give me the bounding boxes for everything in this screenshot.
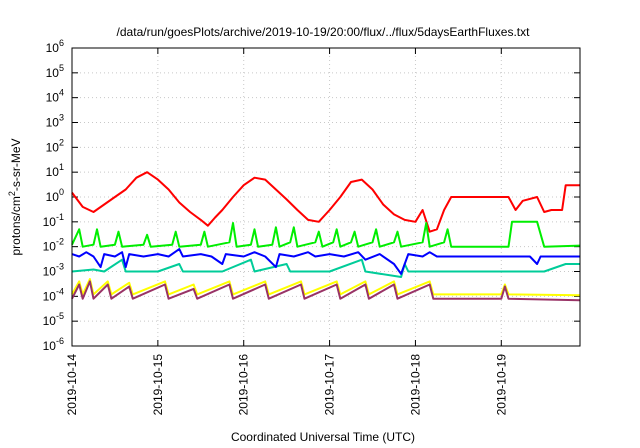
y-tick-labels: 10-610-510-410-310-210-11001011021031041… <box>43 38 64 353</box>
y-tick-base: 10 <box>46 91 60 105</box>
series-line-1 <box>71 171 580 233</box>
y-tick-label: 104 <box>46 88 64 105</box>
y-axis-label-exponent: 2 <box>7 191 17 196</box>
y-tick-base: 10 <box>46 41 60 55</box>
chart-title: /data/run/goesPlots/archive/2019-10-19/2… <box>117 25 531 39</box>
y-axis-label-main: protons/cm <box>9 196 23 255</box>
x-tick-label: 2019-10-14 <box>65 354 79 416</box>
y-tick-label: 102 <box>46 137 64 154</box>
y-tick-exponent: 2 <box>59 137 64 147</box>
y-tick-exponent: 1 <box>59 162 64 172</box>
series-line-4 <box>71 248 580 275</box>
y-tick-exponent: 4 <box>59 88 64 98</box>
y-axis-label: protons/cm2-s-sr-MeV <box>7 138 23 255</box>
y-tick-label: 10-3 <box>43 262 64 279</box>
y-tick-exponent: -6 <box>56 336 64 346</box>
y-tick-base: 10 <box>46 116 60 130</box>
y-tick-label: 10-4 <box>43 286 64 303</box>
y-tick-base: 10 <box>46 140 60 154</box>
y-tick-label: 10-2 <box>43 237 64 254</box>
y-tick-base: 10 <box>43 240 57 254</box>
plot-frame <box>71 47 581 347</box>
y-tick-label: 105 <box>46 63 64 80</box>
x-tick-label: 2019-10-16 <box>237 354 251 416</box>
y-tick-exponent: -2 <box>56 237 64 247</box>
x-tick-label: 2019-10-18 <box>408 354 422 416</box>
y-tick-exponent: -5 <box>56 311 64 321</box>
series-line-3 <box>71 258 580 278</box>
y-tick-base: 10 <box>46 165 60 179</box>
x-tick-label: 2019-10-15 <box>151 354 165 416</box>
y-tick-label: 100 <box>46 187 64 204</box>
series-lines <box>71 171 581 302</box>
x-tick-label: 2019-10-19 <box>494 354 508 416</box>
y-tick-exponent: -4 <box>56 286 64 296</box>
y-tick-label: 10-1 <box>43 212 64 229</box>
series-line-6 <box>71 280 581 302</box>
y-tick-base: 10 <box>43 215 57 229</box>
y-tick-exponent: 5 <box>59 63 64 73</box>
x-axis-label: Coordinated Universal Time (UTC) <box>231 430 415 444</box>
y-tick-exponent: -3 <box>56 262 64 272</box>
y-tick-base: 10 <box>43 339 57 353</box>
y-axis-label-tail: -s-sr-MeV <box>9 138 23 191</box>
x-tick-labels: 2019-10-14 2019-10-15 2019-10-16 2019-10-17… <box>65 354 508 416</box>
y-tick-exponent: 0 <box>59 187 64 197</box>
y-tick-label: 10-5 <box>43 311 64 328</box>
y-tick-label: 10-6 <box>43 336 64 353</box>
y-tick-base: 10 <box>43 289 57 303</box>
y-tick-exponent: 3 <box>59 113 64 123</box>
y-tick-label: 106 <box>46 38 64 55</box>
y-tick-base: 10 <box>43 265 57 279</box>
y-tick-base: 10 <box>46 66 60 80</box>
y-tick-label: 103 <box>46 113 64 130</box>
y-tick-exponent: 6 <box>59 38 64 48</box>
y-tick-base: 10 <box>46 190 60 204</box>
y-tick-label: 101 <box>46 162 64 179</box>
y-tick-exponent: -1 <box>56 212 64 222</box>
series-line-2 <box>71 220 581 248</box>
y-tick-base: 10 <box>43 314 57 328</box>
x-tick-label: 2019-10-17 <box>323 354 337 416</box>
